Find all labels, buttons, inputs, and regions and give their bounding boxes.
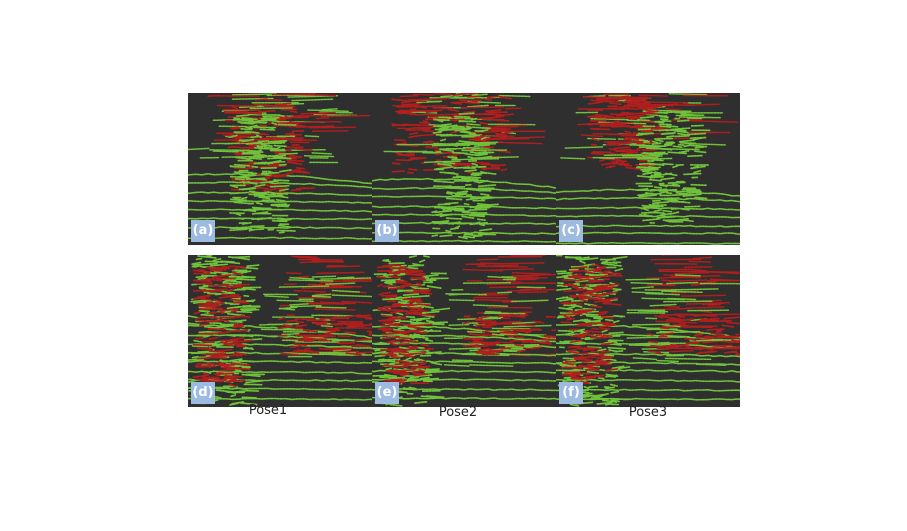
panel-label-c: (c) xyxy=(559,220,583,242)
panel-a: (a) xyxy=(188,93,372,245)
caption-pose2: Pose2 xyxy=(438,405,478,420)
panel-label-a: (a) xyxy=(191,220,215,242)
panel-c: (c) xyxy=(556,93,740,245)
panel-label-d: (d) xyxy=(191,382,215,404)
panel-label-e: (e) xyxy=(375,382,399,404)
panel-e: (e) xyxy=(372,255,556,407)
caption-pose1: Pose1 xyxy=(248,403,288,418)
point-cloud-d xyxy=(188,255,372,406)
panel-b: (b) xyxy=(372,93,556,245)
panel-label-f: (f) xyxy=(559,382,583,404)
point-cloud-a xyxy=(188,93,372,240)
panel-label-b: (b) xyxy=(375,220,399,242)
caption-pose3: Pose3 xyxy=(628,405,668,420)
panel-d: (d) xyxy=(188,255,372,407)
panel-f: (f) xyxy=(556,255,740,407)
point-cloud-b xyxy=(372,93,556,243)
point-cloud-e xyxy=(372,255,556,407)
point-cloud-f xyxy=(556,255,740,407)
point-cloud-c xyxy=(556,93,740,245)
